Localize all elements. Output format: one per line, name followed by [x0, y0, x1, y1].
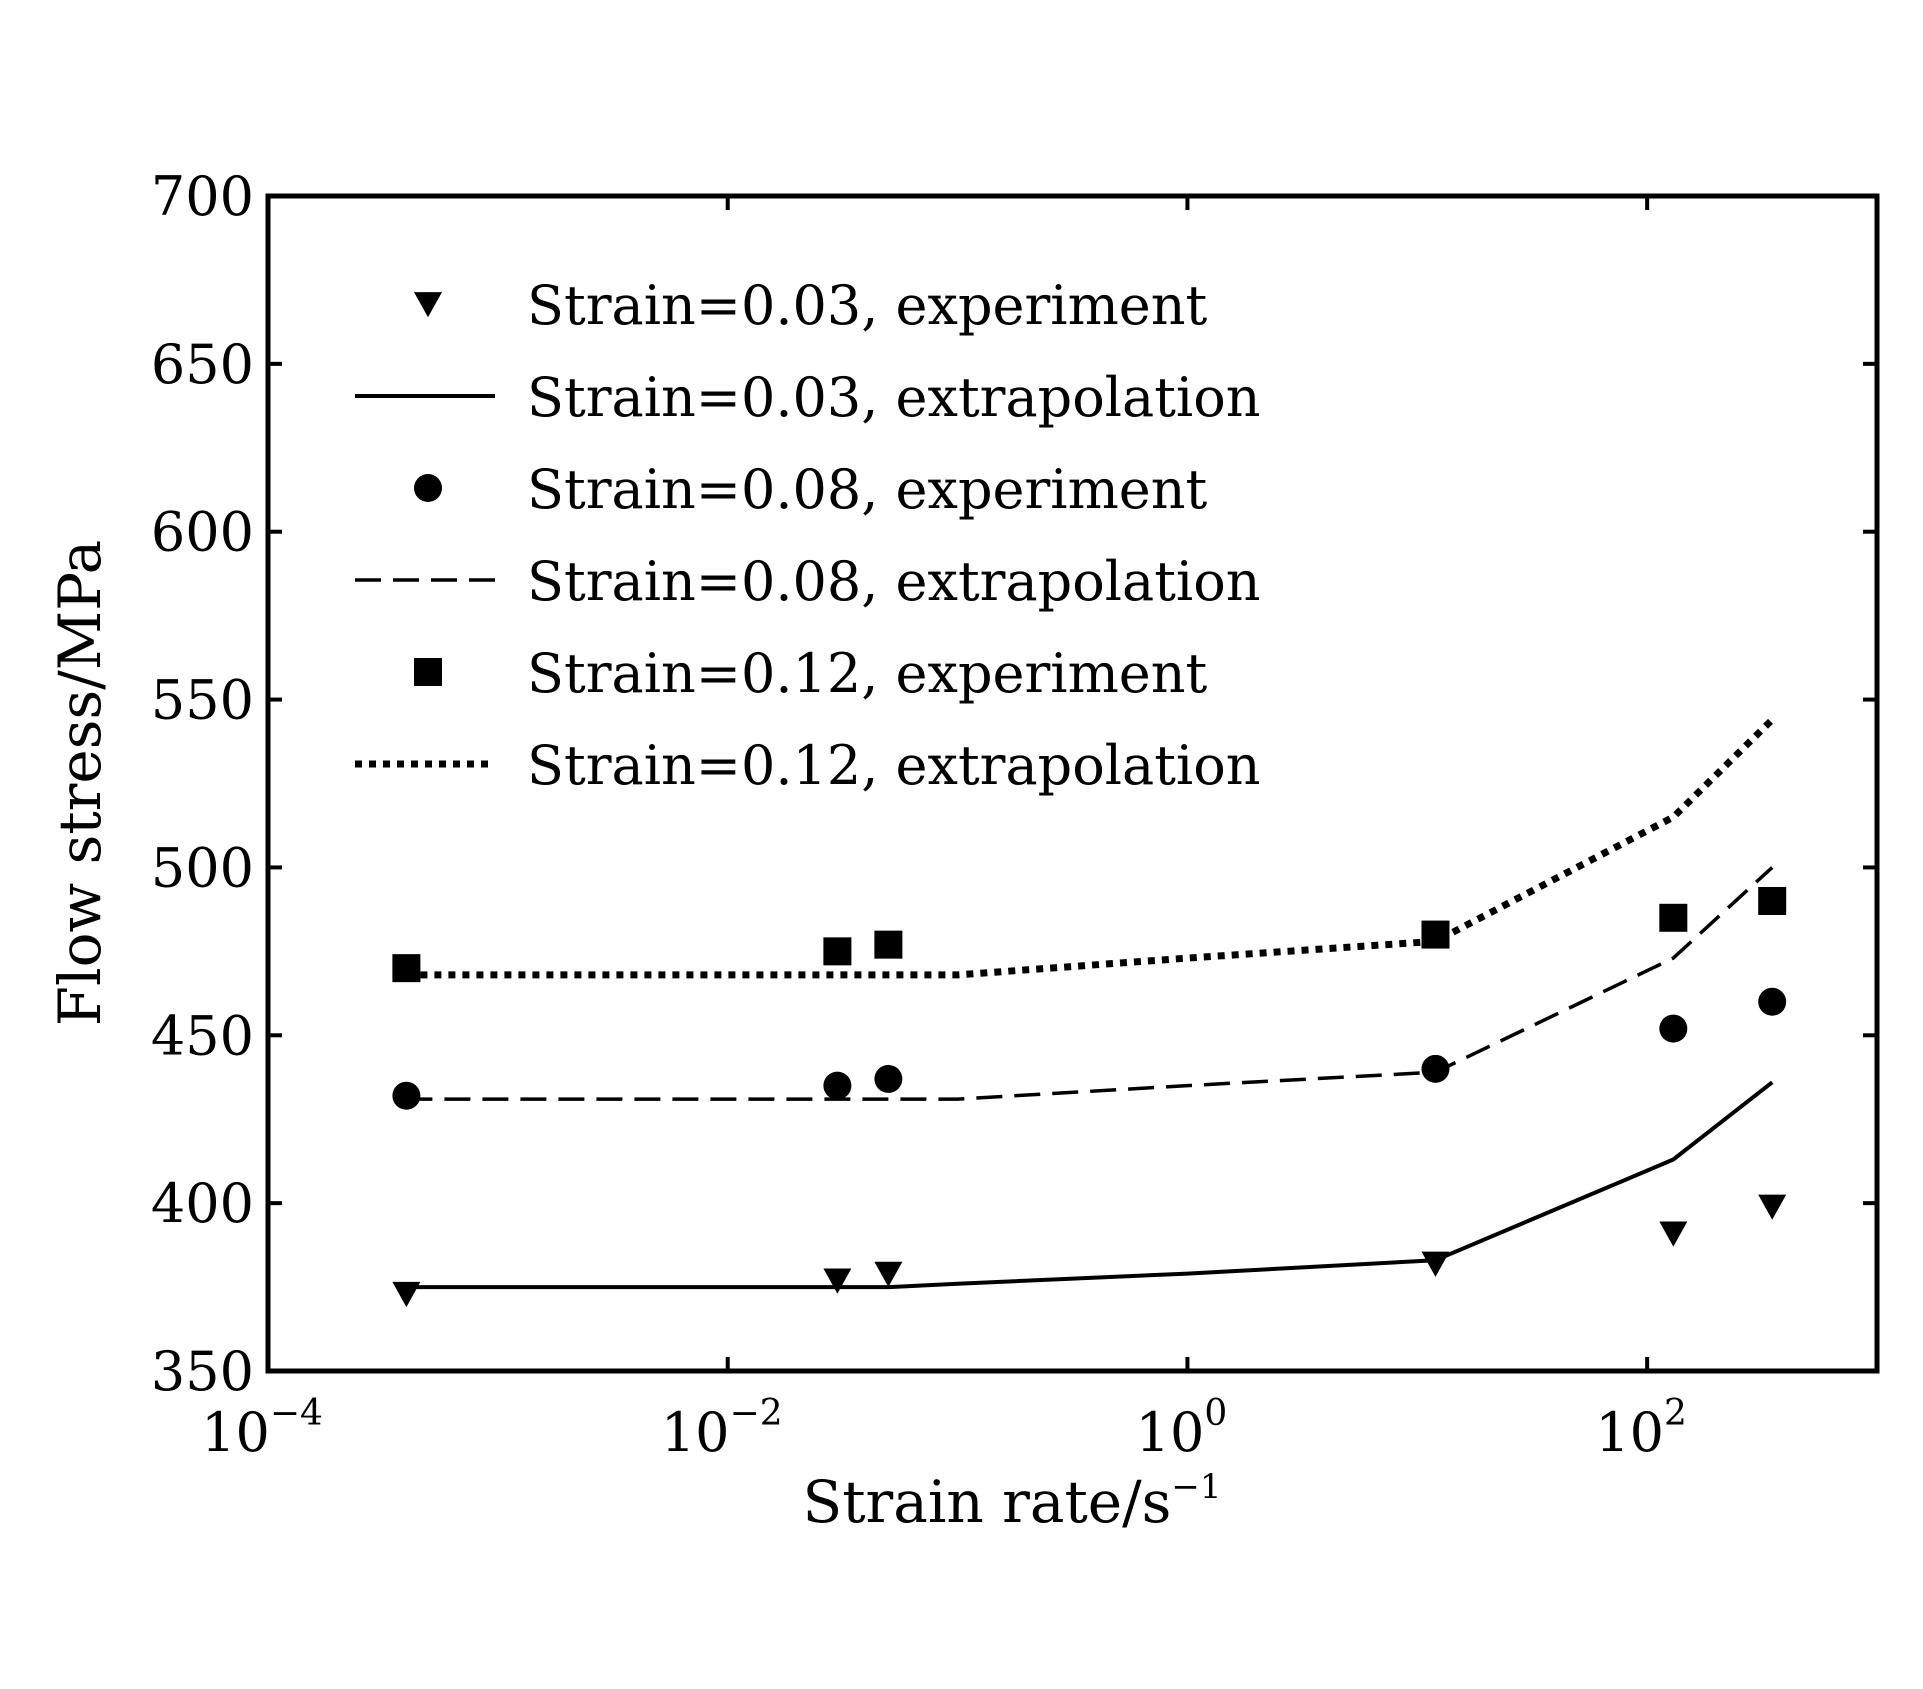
y-tick-label: 400 [151, 1172, 254, 1235]
x-tick-base: 10 [1595, 1401, 1664, 1464]
x-tick-base: 10 [201, 1401, 270, 1464]
legend-label: Strain=0.12, experiment [527, 642, 1208, 705]
data-point-triangle-down [1758, 1194, 1787, 1220]
x-tick-label: 10−4 [201, 1393, 323, 1464]
y-tick-label: 700 [151, 165, 254, 228]
data-point-square [823, 937, 852, 966]
data-point-square [1421, 920, 1450, 949]
x-tick-base: 10 [1136, 1401, 1205, 1464]
data-point-square [874, 930, 903, 959]
series-line-5 [406, 717, 1775, 979]
data-point-triangle-down [823, 1268, 852, 1294]
legend-label: Strain=0.03, experiment [527, 274, 1208, 337]
x-tick-labels: 10−4 10−2 100 102 [201, 1393, 1687, 1464]
y-axis-title: Flow stress/MPa [46, 540, 114, 1026]
data-point-circle [392, 1081, 421, 1110]
y-tick-label: 600 [151, 501, 254, 564]
x-axis-title-superscript: −1 [1171, 1467, 1221, 1507]
x-tick-label: 10−2 [661, 1393, 783, 1464]
extrapolation-lines [406, 717, 1775, 1290]
data-point-circle [1659, 1014, 1688, 1043]
y-tick-label: 350 [151, 1340, 254, 1403]
y-tick-labels: 350 400 450 500 550 600 650 700 [151, 165, 254, 1403]
x-axis-title: Strain rate/s−1 [802, 1467, 1221, 1536]
x-tick-exponent: −2 [730, 1393, 783, 1434]
data-point-circle [1758, 987, 1787, 1016]
y-tick-label: 650 [151, 333, 254, 396]
legend-label: Strain=0.03, extrapolation [527, 366, 1260, 429]
data-point-square [1758, 887, 1787, 915]
data-point-circle [874, 1064, 903, 1093]
x-tick-label: 100 [1136, 1393, 1228, 1464]
experiment-markers [392, 887, 1787, 1308]
data-point-triangle-down [874, 1261, 903, 1287]
legend-label: Strain=0.12, extrapolation [527, 734, 1260, 797]
data-point-square [392, 954, 421, 983]
data-point-triangle-down [392, 1281, 421, 1308]
series-line-1 [406, 1080, 1774, 1290]
legend-label: Strain=0.08, extrapolation [527, 550, 1260, 613]
data-point-triangle-down [1659, 1221, 1688, 1247]
y-tick-label: 550 [151, 669, 254, 732]
legend-swatch-square [414, 658, 442, 686]
plot-frame [265, 193, 1880, 1374]
x-tick-exponent: 2 [1664, 1393, 1687, 1434]
series-line-3 [406, 866, 1774, 1101]
y-tick-label: 500 [151, 836, 254, 899]
data-point-square [1659, 903, 1688, 932]
data-point-triangle-down [1421, 1251, 1450, 1277]
x-tick-exponent: −4 [270, 1393, 323, 1434]
x-tick-label: 102 [1595, 1393, 1687, 1464]
data-point-circle [823, 1071, 852, 1100]
legend: Strain=0.03, experiment Strain=0.03, extr… [355, 274, 1260, 797]
y-tick-label: 450 [151, 1004, 254, 1067]
data-point-circle [1421, 1054, 1450, 1083]
legend-swatch-circle [414, 474, 442, 502]
legend-swatch-triangle-down [414, 292, 442, 318]
legend-label: Strain=0.08, experiment [527, 458, 1208, 521]
x-tick-exponent: 0 [1204, 1393, 1227, 1434]
x-tick-base: 10 [661, 1401, 730, 1464]
